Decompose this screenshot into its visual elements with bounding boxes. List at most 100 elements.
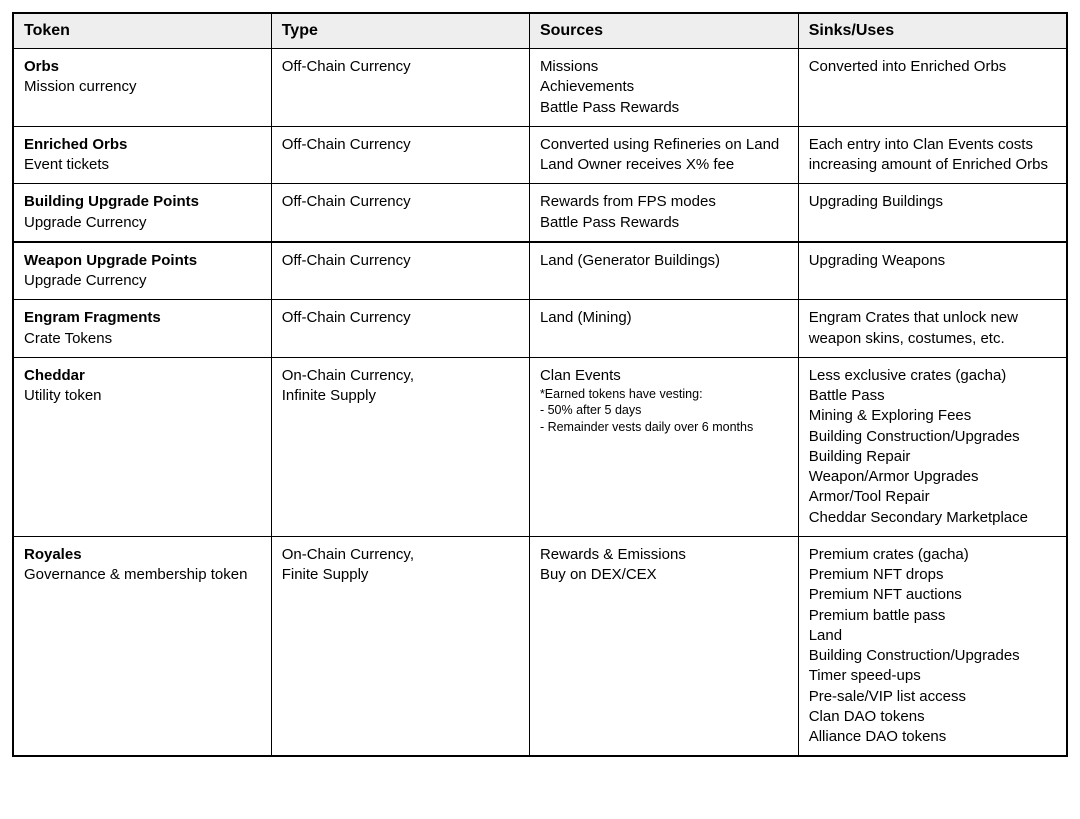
source-line: Land (Mining) — [540, 308, 788, 328]
table-row: Enriched OrbsEvent tickets Off-Chain Curr… — [13, 126, 1067, 184]
sink-line: Battle Pass — [809, 386, 1056, 406]
token-table: Token Type Sources Sinks/Uses OrbsMissio… — [12, 12, 1068, 757]
token-name: Orbs — [24, 57, 261, 77]
sink-line: Premium battle pass — [809, 606, 1056, 626]
token-subtitle: Upgrade Currency — [24, 213, 261, 233]
table-row: OrbsMission currency Off-Chain Currency Mi… — [13, 49, 1067, 127]
cell-sinks: Each entry into Clan Events costs increa… — [798, 126, 1067, 184]
sink-line: Armor/Tool Repair — [809, 487, 1056, 507]
token-subtitle: Mission currency — [24, 77, 261, 97]
cell-sinks: Converted into Enriched Orbs — [798, 49, 1067, 127]
sink-line: Engram Crates that unlock new weapon ski… — [809, 308, 1056, 349]
cell-type: Off-Chain Currency — [271, 184, 529, 242]
source-note: *Earned tokens have vesting: — [540, 386, 788, 402]
type-line: Off-Chain Currency — [282, 135, 519, 155]
token-subtitle: Utility token — [24, 386, 261, 406]
token-name: Engram Fragments — [24, 308, 261, 328]
sink-line: Weapon/Armor Upgrades — [809, 467, 1056, 487]
type-line: On-Chain Currency, — [282, 545, 519, 565]
cell-type: Off-Chain Currency — [271, 49, 529, 127]
source-line: Buy on DEX/CEX — [540, 565, 788, 585]
token-name: Building Upgrade Points — [24, 192, 261, 212]
table-row: RoyalesGovernance & membership token On-C… — [13, 536, 1067, 756]
cell-sinks: Upgrading Buildings — [798, 184, 1067, 242]
type-line: On-Chain Currency, — [282, 366, 519, 386]
cell-token: Enriched OrbsEvent tickets — [13, 126, 271, 184]
table-row: Engram FragmentsCrate Tokens Off-Chain Cu… — [13, 300, 1067, 358]
cell-token: Weapon Upgrade PointsUpgrade Currency — [13, 242, 271, 300]
sink-line: Mining & Exploring Fees — [809, 406, 1056, 426]
type-line: Off-Chain Currency — [282, 251, 519, 271]
cell-sinks: Engram Crates that unlock new weapon ski… — [798, 300, 1067, 358]
table-row: CheddarUtility tokenOn-Chain Currency,In… — [13, 357, 1067, 536]
source-line: Battle Pass Rewards — [540, 98, 788, 118]
cell-sinks: Less exclusive crates (gacha)Battle Pass… — [798, 357, 1067, 536]
token-name: Royales — [24, 545, 261, 565]
cell-type: Off-Chain Currency — [271, 242, 529, 300]
source-line: Land Owner receives X% fee — [540, 155, 788, 175]
cell-token: OrbsMission currency — [13, 49, 271, 127]
source-line: Land (Generator Buildings) — [540, 251, 788, 271]
cell-sources: Land (Mining) — [529, 300, 798, 358]
table-body: OrbsMission currency Off-Chain Currency Mi… — [13, 49, 1067, 757]
source-line: Achievements — [540, 77, 788, 97]
cell-sources: Converted using Refineries on LandLand O… — [529, 126, 798, 184]
type-line: Off-Chain Currency — [282, 57, 519, 77]
source-line: Rewards from FPS modes — [540, 192, 788, 212]
cell-token: RoyalesGovernance & membership token — [13, 536, 271, 756]
source-line: Rewards & Emissions — [540, 545, 788, 565]
sink-line: Cheddar Secondary Marketplace — [809, 508, 1056, 528]
cell-sources: Rewards & EmissionsBuy on DEX/CEX — [529, 536, 798, 756]
cell-sinks: Premium crates (gacha)Premium NFT dropsP… — [798, 536, 1067, 756]
sink-line: Less exclusive crates (gacha) — [809, 366, 1056, 386]
cell-type: On-Chain Currency,Infinite Supply — [271, 357, 529, 536]
cell-sinks: Upgrading Weapons — [798, 242, 1067, 300]
source-note: - 50% after 5 days — [540, 402, 788, 418]
type-line: Finite Supply — [282, 565, 519, 585]
cell-token: CheddarUtility token — [13, 357, 271, 536]
sink-line: Upgrading Weapons — [809, 251, 1056, 271]
sink-line: Land — [809, 626, 1056, 646]
source-line: Missions — [540, 57, 788, 77]
sink-line: Pre-sale/VIP list access — [809, 687, 1056, 707]
token-name: Cheddar — [24, 366, 261, 386]
source-line: Clan Events — [540, 366, 788, 386]
sink-line: Premium NFT auctions — [809, 585, 1056, 605]
type-line: Infinite Supply — [282, 386, 519, 406]
token-subtitle: Governance & membership token — [24, 565, 261, 585]
cell-sources: Clan Events*Earned tokens have vesting:-… — [529, 357, 798, 536]
table-row: Building Upgrade PointsUpgrade Currency O… — [13, 184, 1067, 242]
token-name: Enriched Orbs — [24, 135, 261, 155]
cell-token: Building Upgrade PointsUpgrade Currency — [13, 184, 271, 242]
cell-sources: Rewards from FPS modesBattle Pass Reward… — [529, 184, 798, 242]
cell-sources: MissionsAchievementsBattle Pass Rewards — [529, 49, 798, 127]
cell-token: Engram FragmentsCrate Tokens — [13, 300, 271, 358]
sink-line: Building Construction/Upgrades — [809, 427, 1056, 447]
sink-line: Building Construction/Upgrades — [809, 646, 1056, 666]
sink-line: Upgrading Buildings — [809, 192, 1056, 212]
cell-type: Off-Chain Currency — [271, 300, 529, 358]
token-name: Weapon Upgrade Points — [24, 251, 261, 271]
type-line: Off-Chain Currency — [282, 192, 519, 212]
source-line: Converted using Refineries on Land — [540, 135, 788, 155]
sink-line: Alliance DAO tokens — [809, 727, 1056, 747]
table-header: Token Type Sources Sinks/Uses — [13, 13, 1067, 49]
sink-line: Building Repair — [809, 447, 1056, 467]
source-line: Battle Pass Rewards — [540, 213, 788, 233]
cell-type: Off-Chain Currency — [271, 126, 529, 184]
source-note: - Remainder vests daily over 6 months — [540, 419, 788, 435]
sink-line: Clan DAO tokens — [809, 707, 1056, 727]
col-header-sinks: Sinks/Uses — [798, 13, 1067, 49]
sink-line: Each entry into Clan Events costs increa… — [809, 135, 1056, 176]
token-subtitle: Event tickets — [24, 155, 261, 175]
col-header-sources: Sources — [529, 13, 798, 49]
sink-line: Premium NFT drops — [809, 565, 1056, 585]
type-line: Off-Chain Currency — [282, 308, 519, 328]
sink-line: Timer speed-ups — [809, 666, 1056, 686]
token-subtitle: Crate Tokens — [24, 329, 261, 349]
col-header-token: Token — [13, 13, 271, 49]
sink-line: Premium crates (gacha) — [809, 545, 1056, 565]
sink-line: Converted into Enriched Orbs — [809, 57, 1056, 77]
col-header-type: Type — [271, 13, 529, 49]
table-row: Weapon Upgrade PointsUpgrade Currency Off… — [13, 242, 1067, 300]
